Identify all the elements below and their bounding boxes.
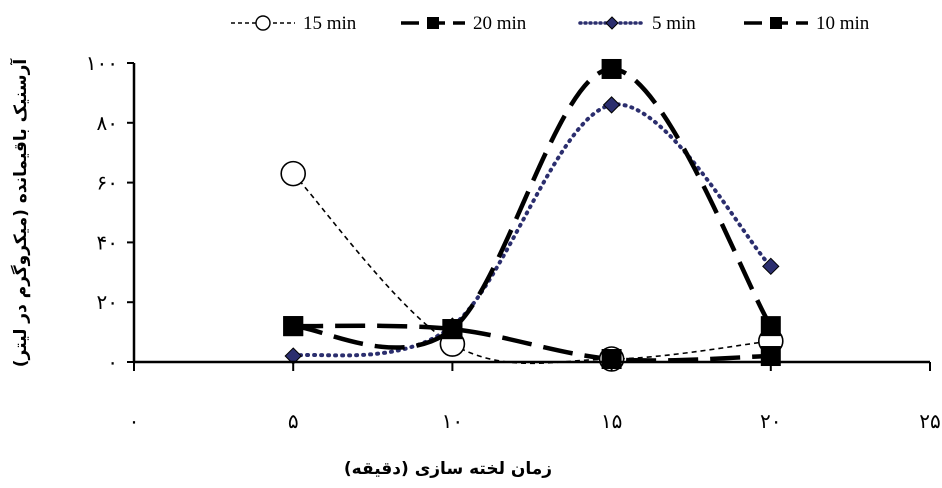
series-10-min: [293, 66, 773, 350]
y-tick-label: ۸۰: [97, 111, 118, 135]
data-point: [280, 160, 307, 187]
x-tick-label: ۲۵: [919, 409, 940, 433]
y-axis-title: آرسنیک باقیمانده (میکروگرم در لیتر): [9, 58, 31, 368]
legend-marker: [605, 16, 619, 30]
series-5-min: [291, 102, 773, 359]
legend-marker: [255, 15, 271, 31]
legend-item-20-min: 20 min: [401, 13, 527, 34]
legend-label: 15 min: [303, 13, 357, 34]
legend-item-5-min: 5 min: [578, 13, 696, 34]
series-line: [293, 66, 773, 350]
series-line: [291, 102, 773, 359]
data-point: [760, 316, 781, 337]
x-tick-label: ۲۰: [760, 409, 781, 433]
y-tick-label: ۴۰: [97, 230, 118, 254]
y-tick-label: ۰: [107, 350, 118, 374]
y-tick-label: ۶۰: [97, 171, 118, 195]
x-tick-label: ۱۵: [601, 409, 622, 433]
data-point: [283, 316, 304, 337]
y-tick-label: ۲۰: [97, 290, 118, 314]
x-tick-label: ۱۰: [442, 409, 463, 433]
legend-label: 5 min: [652, 13, 696, 34]
data-point: [601, 349, 622, 370]
series-line: [293, 323, 771, 363]
legend-label: 20 min: [473, 13, 527, 34]
data-point: [762, 257, 780, 276]
legend-item-10-min: 10 min: [744, 13, 870, 34]
x-tick-label: ۵: [288, 409, 299, 433]
x-tick-label: ۰: [129, 409, 140, 433]
series-20-min: [293, 323, 771, 363]
axes: ۰ ۲۰ ۴۰ ۶۰ ۸۰ ۱۰۰ ۰ ۵ ۱۰ ۱۵ ۲۰ ۲۵: [86, 51, 941, 433]
data-point: [602, 96, 621, 114]
legend-marker: [427, 17, 439, 29]
x-axis-title: زمان لخته سازی (دقیقه): [344, 459, 552, 479]
y-tick-label: ۱۰۰: [86, 51, 118, 75]
legend-label: 10 min: [816, 13, 870, 34]
data-point: [601, 58, 622, 79]
legend-marker: [770, 17, 782, 29]
legend: 15 min 20 min 5 min 10 min: [231, 13, 870, 34]
series-markers-10-min: [283, 58, 781, 340]
data-point: [442, 319, 463, 340]
legend-item-15-min: 15 min: [231, 13, 357, 34]
series-layer: [280, 58, 784, 372]
